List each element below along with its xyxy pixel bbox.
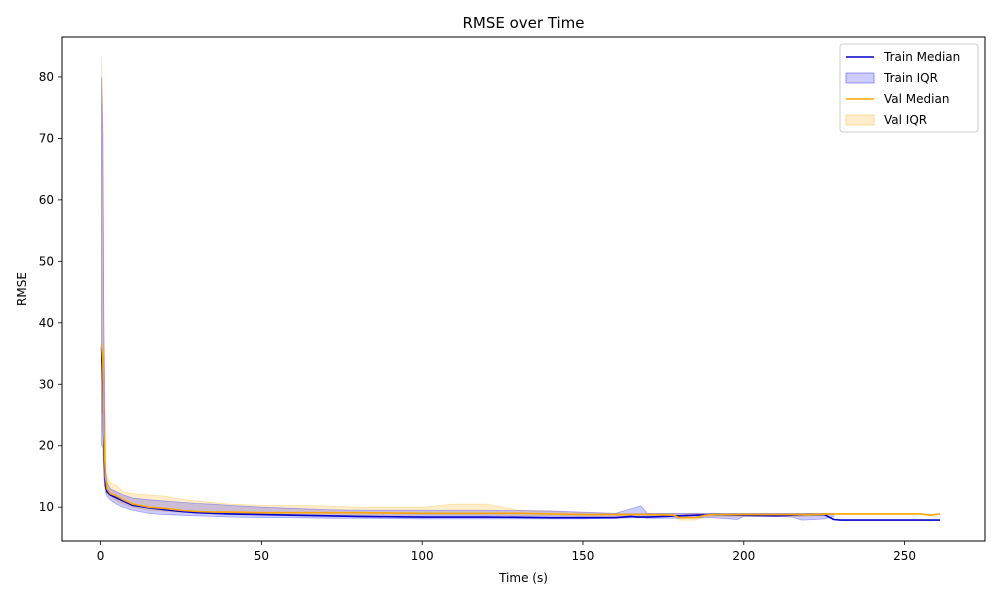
x-tick-label: 0 (97, 549, 105, 563)
legend-label: Train IQR (883, 71, 938, 85)
y-tick-label: 10 (39, 500, 54, 514)
x-axis-label: Time (s) (498, 571, 548, 585)
x-tick-label: 50 (254, 549, 269, 563)
median-lines (100, 344, 941, 521)
y-tick-label: 70 (39, 131, 54, 145)
chart-title: RMSE over Time (462, 14, 584, 32)
band-train-iqr (101, 76, 835, 521)
y-tick-label: 40 (39, 316, 54, 330)
y-tick-label: 20 (39, 439, 54, 453)
legend-entry-train-median: Train Median (846, 50, 960, 64)
legend-swatch (845, 114, 875, 126)
x-tick-label: 200 (732, 549, 755, 563)
x-tick-label: 150 (572, 549, 595, 563)
legend-label: Val IQR (884, 113, 927, 127)
legend-swatch (845, 72, 875, 84)
line-val-median (100, 344, 941, 519)
x-tick-label: 100 (411, 549, 434, 563)
legend-label: Train Median (883, 50, 960, 64)
x-tick-label: 250 (893, 549, 916, 563)
legend-entry-train-iqr: Train IQR (845, 71, 938, 85)
y-axis-label: RMSE (15, 272, 29, 306)
plot-frame (61, 36, 986, 542)
legend-box (839, 43, 979, 133)
y-axis: 10 20 30 40 50 60 70 80 (39, 70, 62, 514)
legend: Train Median Train IQR Val Median Val IQR (839, 43, 979, 133)
x-axis: 0 50 100 150 200 250 (97, 541, 916, 563)
legend-entry-val-median: Val Median (846, 92, 949, 106)
y-tick-label: 60 (39, 193, 54, 207)
y-tick-label: 80 (39, 70, 54, 84)
y-tick-label: 50 (39, 254, 54, 268)
y-tick-label: 30 (39, 377, 54, 391)
legend-entry-val-iqr: Val IQR (845, 113, 927, 127)
legend-label: Val Median (884, 92, 949, 106)
